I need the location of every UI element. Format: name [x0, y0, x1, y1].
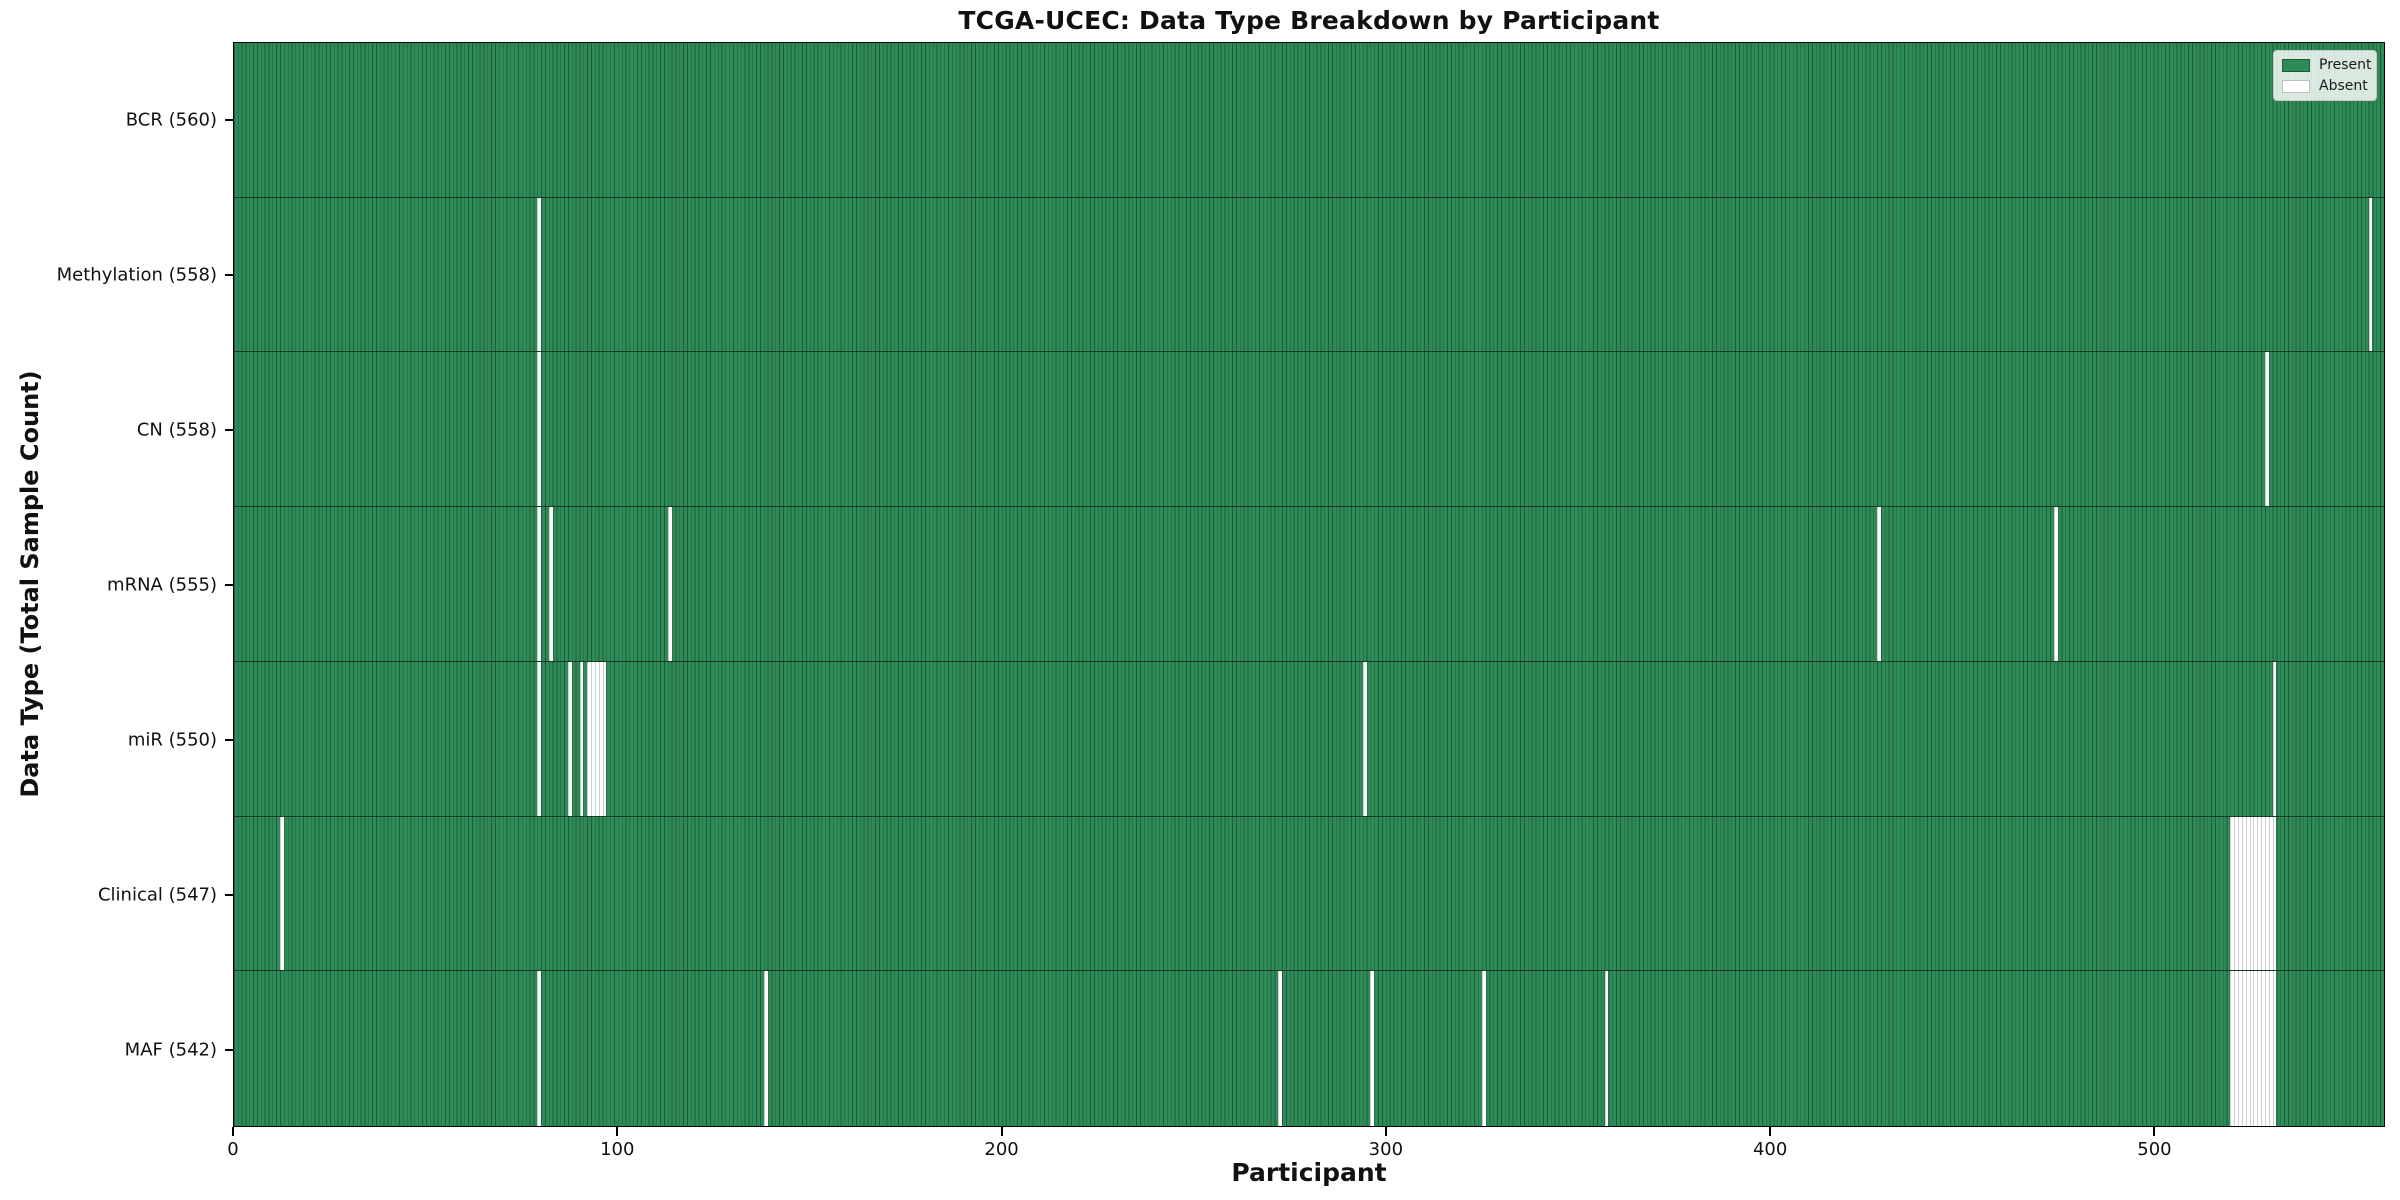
- absent-stripe-mir-79: [537, 661, 542, 816]
- y-tick-mark: [225, 893, 233, 896]
- absent-stripe-clinical-522: [2238, 816, 2242, 971]
- y-tick-mark: [225, 583, 233, 586]
- x-tick-mark: [232, 1127, 234, 1136]
- x-tick-label-0: 0: [227, 1139, 239, 1160]
- absent-stripe-clinical-529: [2264, 816, 2269, 971]
- absent-stripe-cn-79: [537, 352, 542, 507]
- absent-stripe-maf-522: [2238, 971, 2242, 1126]
- absent-stripe-clinical-12: [280, 816, 284, 971]
- x-tick-mark: [1000, 1127, 1003, 1136]
- absent-stripe-maf-528: [2261, 971, 2265, 1126]
- y-axis-ticks: BCR (560) Methylation (558) CN (558) mRNA (…: [0, 42, 233, 1127]
- absent-stripe-clinical-523: [2241, 816, 2246, 971]
- y-tick-label-mir: miR (550): [127, 729, 217, 750]
- absent-stripe-maf-529: [2264, 971, 2269, 1126]
- x-tick-label-400: 400: [1752, 1139, 1788, 1160]
- absent-stripe-maf-526: [2253, 971, 2258, 1126]
- absent-stripe-clinical-524: [2245, 816, 2250, 971]
- absent-stripe-maf-530: [2268, 971, 2273, 1126]
- present-swatch-icon: [2282, 58, 2310, 72]
- x-tick-label-300: 300: [1368, 1139, 1404, 1160]
- absent-stripe-clinical-525: [2249, 816, 2254, 971]
- absent-stripe-mir-93: [591, 661, 595, 816]
- absent-stripe-clinical-520: [2230, 816, 2235, 971]
- y-tick-mark: [225, 738, 233, 741]
- absent-swatch-icon: [2282, 79, 2310, 93]
- absent-stripe-mrna-113: [667, 507, 672, 661]
- y-tick-label-mrna: mRNA (555): [107, 574, 217, 595]
- absent-stripe-maf-527: [2257, 971, 2262, 1126]
- absent-stripe-mir-94: [594, 661, 599, 816]
- absent-stripe-mrna-474: [2053, 507, 2058, 661]
- absent-stripe-mrna-79: [537, 507, 542, 661]
- legend-entry-present: Present: [2282, 57, 2372, 73]
- plot-area: [233, 42, 2385, 1127]
- y-tick-label-methylation: Methylation (558): [56, 264, 217, 285]
- absent-stripe-mir-92: [587, 661, 592, 816]
- legend-label-present: Present: [2319, 57, 2372, 73]
- y-tick-label-maf: MAF (542): [124, 1039, 217, 1060]
- absent-stripe-maf-523: [2241, 971, 2246, 1126]
- y-tick-mark: [225, 1048, 233, 1051]
- x-tick-label-500: 500: [2137, 1139, 2172, 1160]
- x-tick-mark: [2153, 1127, 2156, 1136]
- absent-stripe-maf-524: [2245, 971, 2250, 1126]
- absent-stripe-mir-87: [568, 661, 572, 816]
- absent-stripe-mir-96: [602, 661, 607, 816]
- y-tick-label-clinical: Clinical (547): [97, 884, 217, 905]
- chart-title: TCGA-UCEC: Data Type Breakdown by Partic…: [958, 6, 1660, 35]
- legend-label-absent: Absent: [2319, 78, 2368, 94]
- y-tick-mark: [225, 273, 233, 276]
- legend-entry-absent: Absent: [2282, 78, 2368, 94]
- row-maf: [234, 971, 2384, 1126]
- absent-stripe-maf-296: [1370, 971, 1375, 1126]
- absent-stripe-maf-521: [2234, 971, 2239, 1126]
- y-tick-mark: [225, 428, 233, 431]
- y-tick-mark: [225, 118, 233, 121]
- y-tick-label-cn: CN (558): [136, 419, 217, 440]
- absent-stripe-mir-531: [2272, 661, 2277, 816]
- absent-stripe-mir-294: [1362, 661, 1367, 816]
- absent-stripe-maf-79: [537, 971, 542, 1126]
- absent-stripe-clinical-521: [2234, 816, 2239, 971]
- row-bcr: [234, 43, 2384, 198]
- x-tick-mark: [616, 1127, 619, 1136]
- row-cn: [234, 352, 2384, 508]
- absent-stripe-clinical-531: [2272, 816, 2277, 971]
- absent-stripe-clinical-526: [2253, 816, 2258, 971]
- row-clinical: [234, 816, 2384, 972]
- row-mir: [234, 661, 2384, 817]
- absent-stripe-mrna-428: [1877, 507, 1882, 661]
- absent-stripe-maf-531: [2272, 971, 2277, 1126]
- row-methylation: [234, 197, 2384, 353]
- absent-stripe-maf-138: [763, 971, 768, 1126]
- absent-stripe-mrna-82: [548, 507, 553, 661]
- absent-stripe-maf-525: [2249, 971, 2254, 1126]
- absent-stripe-maf-357: [1604, 971, 1609, 1126]
- x-tick-mark: [1769, 1127, 1772, 1136]
- x-tick-label-200: 200: [984, 1139, 1019, 1160]
- absent-stripe-cn-529: [2264, 352, 2269, 507]
- absent-stripe-maf-272: [1278, 971, 1283, 1126]
- x-tick-mark: [1384, 1127, 1387, 1136]
- absent-stripe-maf-325: [1481, 971, 1486, 1126]
- absent-stripe-methylation-556: [2368, 197, 2373, 352]
- x-tick-label-100: 100: [600, 1139, 635, 1160]
- absent-stripe-maf-520: [2230, 971, 2235, 1126]
- legend: Present Absent: [2273, 50, 2377, 101]
- y-tick-label-bcr: BCR (560): [125, 109, 217, 130]
- absent-stripe-mir-95: [598, 661, 603, 816]
- absent-stripe-methylation-79: [537, 197, 542, 352]
- absent-stripe-clinical-528: [2261, 816, 2265, 971]
- x-axis-label: Participant: [1231, 1158, 1387, 1187]
- absent-stripe-clinical-530: [2268, 816, 2273, 971]
- x-axis-ticks: 0 100 200 300 400 500: [227, 1127, 2385, 1167]
- absent-stripe-mir-90: [579, 661, 584, 816]
- absent-stripe-clinical-527: [2257, 816, 2262, 971]
- row-mrna: [234, 507, 2384, 662]
